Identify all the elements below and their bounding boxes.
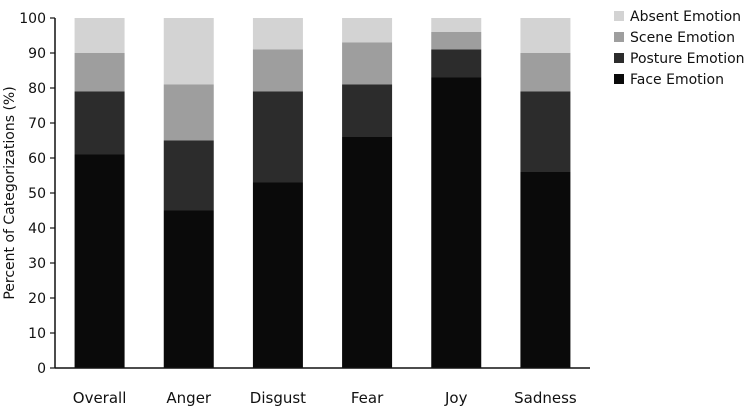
y-tick-label-40: 40 <box>28 221 46 237</box>
legend-swatch-face-emotion <box>614 74 624 84</box>
bar-overall-absent-emotion <box>74 18 125 53</box>
bar-fear-scene-emotion <box>342 42 393 85</box>
x-tick-label-joy: Joy <box>444 389 468 407</box>
bar-overall-posture-emotion <box>74 91 125 155</box>
bar-anger-posture-emotion <box>163 140 214 211</box>
y-tick-label-20: 20 <box>28 291 46 307</box>
y-tick-label-60: 60 <box>28 151 46 167</box>
x-tick-label-sadness: Sadness <box>514 389 577 407</box>
y-tick-label-100: 100 <box>19 11 46 27</box>
legend-swatch-absent-emotion <box>614 11 624 21</box>
bar-fear-absent-emotion <box>342 18 393 43</box>
y-tick-label-80: 80 <box>28 81 46 97</box>
y-axis-ticks: 0 10 20 30 40 50 60 70 80 90 100 <box>19 11 55 377</box>
legend: Absent Emotion Scene Emotion Posture Emoti… <box>614 9 745 88</box>
x-tick-label-overall: Overall <box>73 389 127 407</box>
legend-label-scene-emotion: Scene Emotion <box>630 30 735 46</box>
bar-joy-absent-emotion <box>431 18 482 32</box>
bar-joy-face-emotion <box>431 77 482 368</box>
bar-sadness-absent-emotion <box>520 18 571 53</box>
bar-anger-face-emotion <box>163 210 214 368</box>
bar-overall-face-emotion <box>74 154 125 368</box>
bar-fear-posture-emotion <box>342 84 393 137</box>
bar-disgust-scene-emotion <box>252 49 303 92</box>
bar-disgust-absent-emotion <box>252 18 303 50</box>
bar-sadness-posture-emotion <box>520 91 571 172</box>
y-tick-label-30: 30 <box>28 256 46 272</box>
bar-disgust-posture-emotion <box>252 91 303 183</box>
bar-anger-scene-emotion <box>163 84 214 141</box>
y-tick-label-90: 90 <box>28 46 46 62</box>
legend-swatch-posture-emotion <box>614 53 624 63</box>
y-axis-title: Percent of Categorizations (%) <box>2 86 18 299</box>
bar-joy-scene-emotion <box>431 32 482 50</box>
y-tick-label-50: 50 <box>28 186 46 202</box>
bar-overall-scene-emotion <box>74 53 125 92</box>
bars <box>74 18 571 368</box>
x-tick-label-disgust: Disgust <box>250 389 306 407</box>
legend-label-posture-emotion: Posture Emotion <box>630 51 745 67</box>
legend-label-face-emotion: Face Emotion <box>630 72 724 88</box>
y-tick-label-0: 0 <box>37 361 46 377</box>
bar-fear-face-emotion <box>342 137 393 368</box>
y-tick-label-10: 10 <box>28 326 46 342</box>
y-tick-label-70: 70 <box>28 116 46 132</box>
legend-label-absent-emotion: Absent Emotion <box>630 9 741 25</box>
bar-sadness-face-emotion <box>520 172 571 368</box>
x-axis-labels: Overall Anger Disgust Fear Joy Sadness <box>73 389 577 407</box>
bar-sadness-scene-emotion <box>520 53 571 92</box>
x-tick-label-anger: Anger <box>166 389 212 407</box>
bar-anger-absent-emotion <box>163 18 214 85</box>
bar-joy-posture-emotion <box>431 49 482 78</box>
legend-swatch-scene-emotion <box>614 32 624 42</box>
bar-disgust-face-emotion <box>252 182 303 368</box>
x-tick-label-fear: Fear <box>351 389 384 407</box>
